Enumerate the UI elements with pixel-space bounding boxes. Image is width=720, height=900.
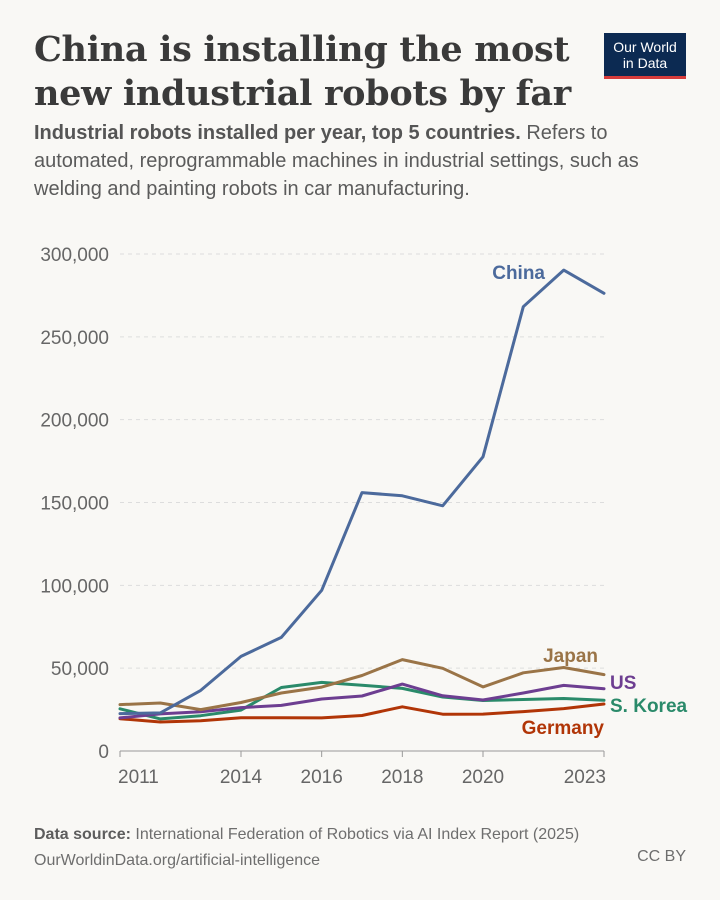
series-label-us: US — [610, 673, 636, 694]
source-url[interactable]: OurWorldinData.org/artificial-intelligen… — [34, 852, 321, 869]
y-tick-label: 50,000 — [51, 659, 109, 680]
logo-line-2: in Data — [622, 55, 668, 71]
x-tick-label: 2020 — [462, 767, 504, 788]
data-source: Data source: International Federation of… — [34, 822, 686, 848]
series-label-japan: Japan — [543, 646, 598, 667]
y-tick-label: 200,000 — [40, 411, 109, 432]
series-line-germany — [118, 702, 606, 724]
source-label: Data source: — [34, 826, 131, 843]
axis-layer: 0 50,000 100,000 150,000 200,000 250,000 300,0… — [40, 245, 606, 788]
y-tick-label: 150,000 — [40, 494, 109, 515]
series-label-s-korea: S. Korea — [610, 696, 688, 717]
chart-subtitle: Industrial robots installed per year, to… — [34, 119, 674, 203]
x-tick-label: 2016 — [301, 767, 343, 788]
series-line-us — [118, 682, 606, 720]
logo-line-1: Our World — [613, 39, 677, 55]
series-label-germany: Germany — [522, 718, 605, 739]
grid-layer — [120, 253, 604, 669]
series-line-china — [118, 268, 606, 716]
series-line-japan — [118, 658, 606, 712]
x-tick-label: 2018 — [381, 767, 423, 788]
series-label-china: China — [492, 263, 545, 284]
footer: Data source: International Federation of… — [34, 822, 686, 874]
y-tick-label: 0 — [98, 742, 109, 763]
y-tick-label: 300,000 — [40, 245, 109, 266]
series-line-s-korea — [118, 680, 606, 721]
y-tick-label: 250,000 — [40, 328, 109, 349]
y-tick-label: 100,000 — [40, 576, 109, 597]
x-tick-label: 2014 — [220, 767, 263, 788]
x-tick-label: 2011 — [118, 767, 159, 788]
source-text: International Federation of Robotics via… — [130, 826, 580, 843]
subtitle-bold: Industrial robots installed per year, to… — [34, 122, 521, 144]
chart-title: China is installing the most new industr… — [34, 29, 571, 114]
x-tick-label: 2023 — [564, 767, 606, 788]
subtitle-rest: Refers to automated, reprogrammable mach… — [34, 122, 639, 200]
owid-logo[interactable]: Our World in Data — [604, 33, 686, 79]
series-layer — [118, 268, 606, 724]
license-label[interactable]: CC BY — [637, 848, 686, 865]
